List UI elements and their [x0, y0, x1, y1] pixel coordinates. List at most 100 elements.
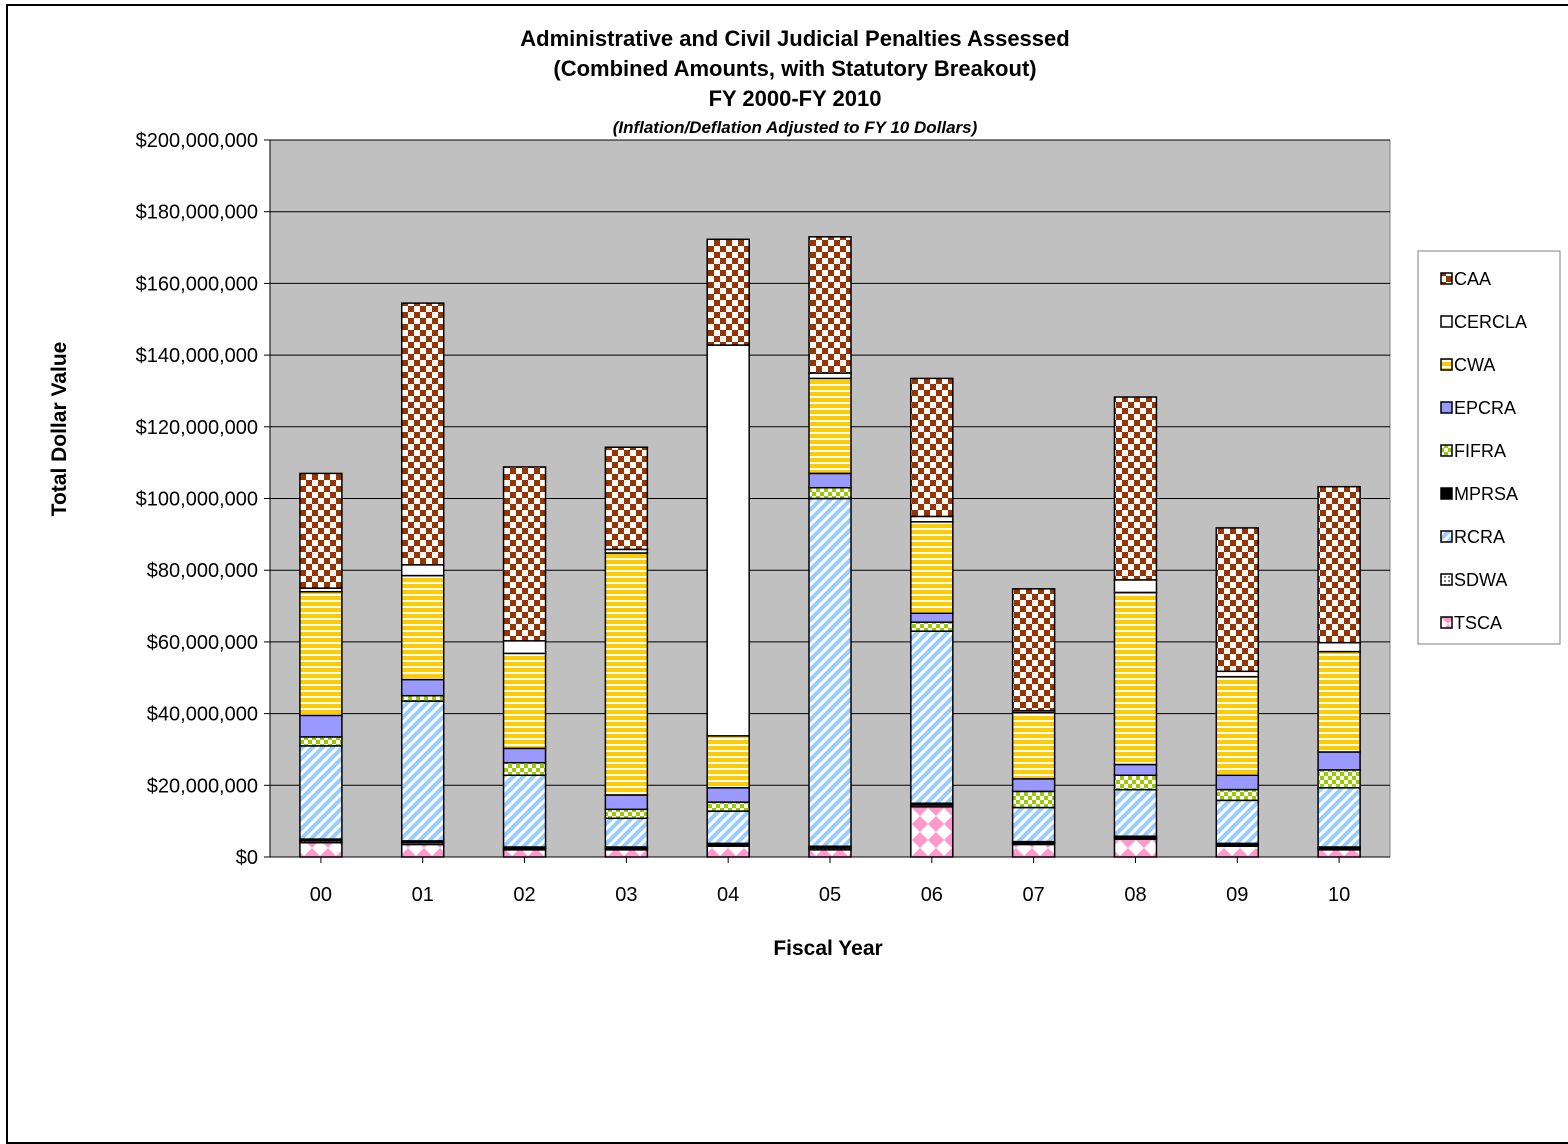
bar-segment-tsca-03	[604, 849, 649, 858]
bar-segment-cwa-03	[604, 552, 649, 796]
bar-segment-fifra-10	[1317, 769, 1361, 789]
legend-label-cwa: CWA	[1454, 355, 1495, 375]
bar-segment-cercla-10	[1317, 641, 1361, 653]
legend-label-caa: CAA	[1454, 269, 1491, 289]
bar-segment-rcra-06	[910, 630, 954, 804]
bar-segment-caa-09	[1215, 527, 1260, 673]
bar-segment-tsca-00	[299, 841, 343, 858]
x-tick-label: 08	[1124, 884, 1146, 906]
bar-segment-epcra-06	[910, 612, 954, 623]
chart-title-line-1: Administrative and Civil Judicial Penalt…	[520, 26, 1069, 51]
x-tick-label: 05	[819, 884, 841, 906]
y-tick-label: $140,000,000	[136, 345, 258, 367]
bar-segment-epcra-08	[1113, 763, 1158, 777]
bar-segment-tsca-07	[1011, 843, 1056, 858]
bar-segment-epcra-04	[706, 787, 750, 803]
bar-segment-rcra-00	[299, 745, 343, 840]
bar-segment-cwa-08	[1113, 591, 1158, 766]
bar-segment-epcra-01	[400, 678, 445, 697]
legend-label-fifra: FIFRA	[1454, 441, 1506, 461]
bar-segment-cercla-04	[706, 344, 750, 737]
bar-segment-fifra-05	[808, 486, 852, 500]
bars	[299, 236, 1361, 858]
x-tick-label: 04	[717, 884, 739, 906]
bar-segment-rcra-01	[400, 700, 445, 842]
bar-segment-fifra-06	[910, 621, 954, 632]
chart-title-line-2: (Combined Amounts, with Statutory Breako…	[553, 56, 1036, 81]
legend-swatch-cercla	[1440, 315, 1453, 328]
y-tick-label: $80,000,000	[147, 560, 258, 582]
legend-label-cercla: CERCLA	[1454, 312, 1527, 332]
x-tick-label: 07	[1023, 884, 1045, 906]
y-tick-label: $0	[236, 847, 258, 869]
bar-segment-fifra-04	[706, 801, 750, 812]
bar-segment-tsca-10	[1317, 849, 1361, 858]
bar-segment-tsca-09	[1215, 845, 1260, 858]
bar-segment-fifra-02	[502, 761, 547, 777]
x-tick-label: 06	[921, 884, 943, 906]
bar-segment-fifra-01	[400, 694, 445, 702]
y-axis-ticks: $0 $20,000,000 $40,000,000 $60,000,000 $80,0…	[136, 130, 270, 869]
bar-segment-rcra-08	[1113, 788, 1158, 837]
y-tick-label: $180,000,000	[136, 202, 258, 224]
bar-segment-caa-03	[604, 446, 649, 551]
x-tick-label: 09	[1226, 884, 1248, 906]
bar-segment-cwa-01	[400, 574, 445, 681]
bar-segment-tsca-06	[910, 806, 954, 858]
legend-swatch-caa	[1440, 272, 1453, 285]
bar-segment-fifra-07	[1011, 790, 1056, 809]
bar-segment-caa-10	[1317, 485, 1361, 644]
legend-label-rcra: RCRA	[1454, 527, 1505, 547]
bar-segment-caa-04	[706, 238, 750, 346]
chart-title-line-3: FY 2000-FY 2010	[709, 86, 882, 111]
bar-segment-caa-06	[910, 377, 954, 518]
bar-segment-tsca-05	[808, 849, 852, 858]
legend: CAA CERCLA CWA EPCRA FIFRA MPRSA RCRA SDWA TSCA	[1440, 269, 1527, 633]
bar-segment-tsca-02	[502, 849, 547, 858]
x-tick-label: 10	[1328, 884, 1350, 906]
bar-segment-epcra-02	[502, 747, 547, 764]
bar-segment-epcra-00	[299, 714, 343, 738]
chart-subtitle: (Inflation/Deflation Adjusted to FY 10 D…	[613, 118, 978, 137]
bar-segment-tsca-01	[400, 843, 445, 858]
legend-swatch-epcra	[1440, 401, 1453, 414]
bar-segment-rcra-05	[808, 497, 852, 847]
bar-segment-fifra-03	[604, 808, 649, 820]
bar-segment-cwa-09	[1215, 675, 1260, 777]
legend-swatch-rcra	[1440, 530, 1453, 543]
x-tick-label: 03	[615, 884, 637, 906]
y-tick-label: $200,000,000	[136, 130, 258, 152]
y-tick-label: $40,000,000	[147, 704, 258, 726]
x-tick-label: 02	[513, 884, 535, 906]
bar-segment-cercla-06	[910, 515, 954, 523]
bar-segment-cercla-02	[502, 640, 547, 655]
bar-segment-rcra-03	[604, 817, 649, 848]
legend-swatch-fifra	[1440, 444, 1453, 457]
bar-segment-epcra-09	[1215, 774, 1260, 791]
bar-segment-fifra-00	[299, 736, 343, 747]
bar-segment-caa-02	[502, 466, 547, 642]
bar-segment-rcra-02	[502, 774, 547, 848]
x-axis-label: Fiscal Year	[773, 937, 882, 960]
bar-segment-cercla-08	[1113, 579, 1158, 594]
bar-segment-epcra-07	[1011, 778, 1056, 793]
bar-segment-epcra-03	[604, 794, 649, 811]
bar-segment-caa-00	[299, 472, 343, 589]
x-tick-label: 01	[412, 884, 434, 906]
y-tick-label: $160,000,000	[136, 273, 258, 295]
bar-segment-cercla-05	[808, 372, 852, 380]
bar-segment-caa-05	[808, 236, 852, 374]
bar-segment-caa-08	[1113, 396, 1158, 581]
bar-segment-epcra-05	[808, 472, 852, 489]
legend-label-mprsa: MPRSA	[1454, 484, 1518, 504]
x-tick-label: 00	[310, 884, 332, 906]
legend-swatch-tsca	[1440, 616, 1453, 629]
legend-label-epcra: EPCRA	[1454, 398, 1516, 418]
bar-segment-fifra-08	[1113, 774, 1158, 791]
y-tick-label: $120,000,000	[136, 417, 258, 439]
bar-segment-cercla-09	[1215, 670, 1260, 678]
bar-segment-cwa-02	[502, 652, 547, 750]
bar-segment-cwa-10	[1317, 650, 1361, 753]
y-tick-label: $60,000,000	[147, 632, 258, 654]
bar-segment-tsca-08	[1113, 838, 1158, 858]
